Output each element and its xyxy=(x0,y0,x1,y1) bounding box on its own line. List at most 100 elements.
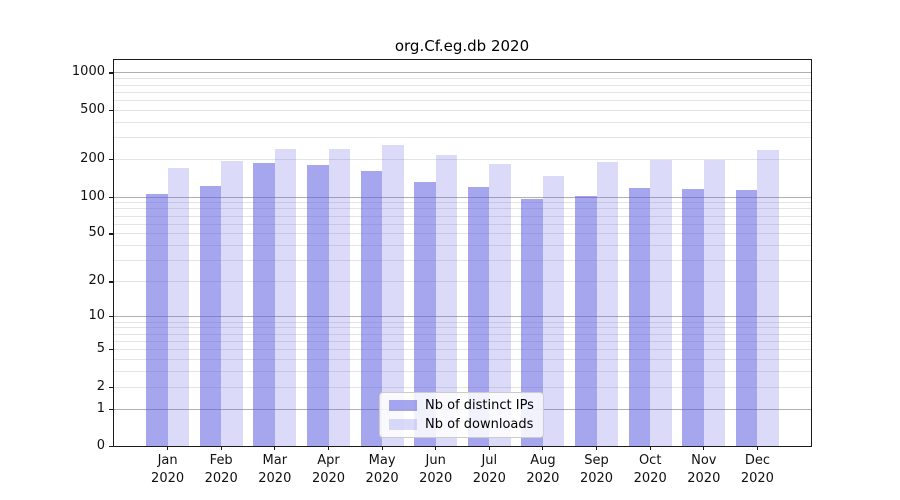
y-tick-mark xyxy=(109,109,113,112)
x-tick-mark xyxy=(381,446,383,450)
x-tick-label-jul: Jul 2020 xyxy=(454,452,524,487)
bar-apr-downloads xyxy=(328,148,350,446)
bar-sep-downloads xyxy=(596,162,618,446)
gridline-minor xyxy=(114,159,811,161)
bar-jan-distinct-ips xyxy=(146,193,168,446)
x-tick-month: Sep xyxy=(584,453,609,468)
y-tick-mark xyxy=(109,159,113,161)
gridline-minor xyxy=(114,245,811,247)
gridline-major xyxy=(114,72,811,74)
gridline-minor xyxy=(114,340,811,342)
x-tick-mark xyxy=(756,446,758,450)
x-tick-year: 2020 xyxy=(740,470,774,486)
bar-jul-downloads xyxy=(489,163,511,446)
x-tick-label-apr: Apr 2020 xyxy=(294,452,364,487)
gridline-minor xyxy=(114,386,811,388)
x-tick-year: 2020 xyxy=(419,470,453,486)
x-tick-year: 2020 xyxy=(151,470,185,486)
gridline-minor xyxy=(114,371,811,372)
bar-oct-downloads xyxy=(650,160,672,446)
gridline-minor xyxy=(114,321,811,323)
gridline-minor xyxy=(114,223,811,225)
x-tick-label-jan: Jan 2020 xyxy=(133,452,203,487)
y-tick-label: 20 xyxy=(88,273,105,289)
bar-sep-distinct-ips xyxy=(575,195,597,446)
x-tick-mark xyxy=(649,446,651,450)
x-tick-label-mar: Mar 2020 xyxy=(240,452,310,487)
bar-may-downloads xyxy=(382,145,404,446)
gridline-minor xyxy=(114,208,811,210)
gridline-minor xyxy=(114,137,811,139)
bar-nov-downloads xyxy=(703,160,726,446)
gridline-minor xyxy=(114,100,811,101)
legend: Nb of distinct IPs Nb of downloads xyxy=(379,392,544,438)
x-tick-mark xyxy=(167,446,169,450)
y-tick-label: 10 xyxy=(88,308,105,324)
gridline-minor xyxy=(114,260,811,262)
bar-mar-downloads xyxy=(274,149,297,446)
x-tick-year: 2020 xyxy=(687,470,721,486)
y-tick-label: 0 xyxy=(96,438,105,453)
x-tick-month: Dec xyxy=(744,453,770,468)
x-tick-mark xyxy=(542,446,544,450)
bar-nov-distinct-ips xyxy=(682,188,704,446)
bar-apr-distinct-ips xyxy=(307,164,329,446)
x-tick-year: 2020 xyxy=(472,470,506,486)
x-tick-year: 2020 xyxy=(579,470,614,486)
y-tick-mark xyxy=(109,349,113,351)
bar-feb-downloads xyxy=(221,161,243,446)
gridline-minor xyxy=(114,215,811,217)
x-tick-mark xyxy=(703,446,705,450)
x-tick-mark xyxy=(220,446,222,450)
x-tick-mark xyxy=(595,446,598,450)
x-tick-label-may: May 2020 xyxy=(347,452,417,487)
legend-item-downloads: Nb of downloads xyxy=(389,417,534,432)
legend-label: Nb of downloads xyxy=(425,417,534,432)
plot-area: Nb of distinct IPs Nb of downloads xyxy=(113,59,812,447)
y-tick-label: 200 xyxy=(80,151,105,167)
bar-jul-distinct-ips xyxy=(467,186,490,446)
x-tick-month: Nov xyxy=(691,453,717,468)
x-tick-label-aug: Aug 2020 xyxy=(508,452,578,487)
x-tick-month: Jul xyxy=(481,453,498,468)
x-tick-month: May xyxy=(368,453,396,468)
bar-jun-distinct-ips xyxy=(414,182,436,446)
x-tick-month: Apr xyxy=(317,453,340,468)
bar-feb-distinct-ips xyxy=(199,186,222,446)
gridline-minor xyxy=(114,202,811,204)
y-tick-label: 50 xyxy=(88,225,105,241)
x-tick-label-dec: Dec 2020 xyxy=(722,452,792,487)
x-tick-label-oct: Oct 2020 xyxy=(615,452,685,487)
y-tick-label: 5 xyxy=(96,341,105,357)
y-tick-label: 2 xyxy=(96,378,105,394)
y-tick-label: 500 xyxy=(80,101,105,117)
gridline-minor xyxy=(114,91,811,93)
chart-title: org.Cf.eg.db 2020 xyxy=(394,37,530,55)
y-tick-mark xyxy=(109,386,113,388)
x-tick-label-sep: Sep 2020 xyxy=(562,452,632,487)
x-tick-year: 2020 xyxy=(258,470,292,486)
y-tick-mark xyxy=(109,446,113,448)
x-tick-label-jun: Jun 2020 xyxy=(401,452,471,487)
gridline-minor xyxy=(114,327,811,329)
y-tick-label: 1 xyxy=(96,400,105,416)
y-tick-mark xyxy=(109,316,113,318)
gridline-minor xyxy=(114,121,811,123)
bar-dec-distinct-ips xyxy=(735,190,758,446)
x-tick-month: Aug xyxy=(530,453,556,468)
x-tick-month: Jun xyxy=(425,453,446,468)
x-tick-label-feb: Feb 2020 xyxy=(186,452,256,487)
gridline-minor xyxy=(114,84,811,86)
bar-aug-distinct-ips xyxy=(521,198,543,446)
gridline-major xyxy=(114,196,811,198)
bar-dec-downloads xyxy=(757,150,779,446)
x-tick-year: 2020 xyxy=(204,470,238,486)
y-tick-mark xyxy=(109,281,113,283)
x-tick-mark xyxy=(274,446,276,450)
x-tick-year: 2020 xyxy=(311,470,346,486)
bar-jan-downloads xyxy=(167,168,190,446)
y-tick-mark xyxy=(109,72,113,74)
x-tick-label-nov: Nov 2020 xyxy=(669,452,739,487)
x-tick-month: Mar xyxy=(262,453,288,468)
y-tick-mark xyxy=(109,233,113,235)
